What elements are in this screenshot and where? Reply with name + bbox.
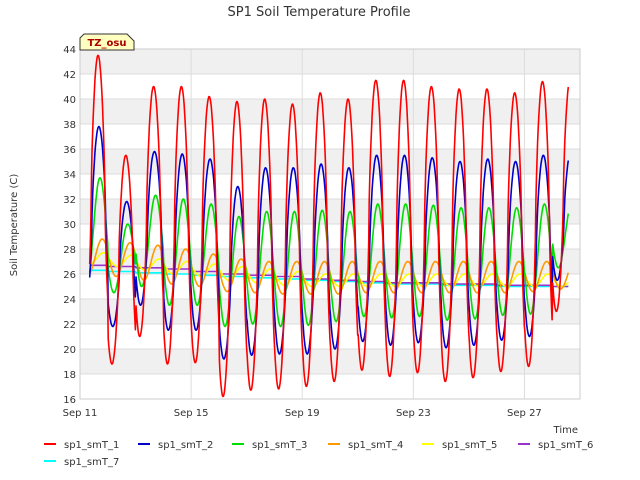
y-tick-label: 26 (63, 270, 76, 281)
series-line-sp1-smT-1 (88, 54, 570, 398)
legend-item: sp1_smT_6 (518, 440, 593, 451)
y-tick-label: 30 (63, 220, 76, 231)
y-tick-label: 32 (63, 195, 76, 206)
plot-band (80, 99, 580, 124)
y-tick-label: 36 (63, 145, 76, 156)
y-tick-label: 20 (63, 345, 76, 356)
y-tick-label: 42 (63, 70, 76, 81)
plot-area (79, 48, 581, 400)
plot-band (80, 149, 580, 174)
series-line-sp1-smT-2 (88, 125, 570, 360)
y-tick-label: 28 (63, 245, 76, 256)
chart-title: SP1 Soil Temperature Profile (228, 5, 411, 20)
legend: sp1_smT_1 sp1_smT_2 sp1_smT_3 sp1_smT_4 sp1_… (44, 440, 593, 468)
y-tick-label: 44 (63, 45, 76, 56)
legend-label: sp1_smT_7 (64, 457, 119, 468)
y-tick-label: 24 (63, 295, 76, 306)
annotation-label: TZ_osu (87, 38, 126, 49)
legend-item: sp1_smT_3 (232, 440, 307, 451)
legend-label: sp1_smT_5 (442, 440, 497, 451)
legend-label: sp1_smT_3 (252, 440, 307, 451)
plot-band (80, 349, 580, 374)
series-lines (88, 54, 570, 398)
legend-label: sp1_smT_4 (348, 440, 403, 451)
y-tick-label: 18 (63, 370, 76, 381)
plot-band (80, 199, 580, 224)
legend-label: sp1_smT_1 (64, 440, 119, 451)
x-tick-label: Sep 19 (285, 408, 320, 419)
y-tick-label: 38 (63, 120, 76, 131)
plot-band (80, 49, 580, 74)
legend-item: sp1_smT_2 (138, 440, 213, 451)
x-tick-label: Sep 11 (63, 408, 98, 419)
legend-item: sp1_smT_1 (44, 440, 119, 451)
y-tick-label: 34 (63, 170, 76, 181)
legend-label: sp1_smT_6 (538, 440, 593, 451)
x-tick-label: Sep 15 (174, 408, 209, 419)
annotation-box: TZ_osu (79, 33, 135, 51)
x-axis-ticks: Sep 11 Sep 15 Sep 19 Sep 23 Sep 27 (63, 408, 542, 419)
y-axis-ticks: 16 18 20 22 24 26 28 30 32 34 36 38 40 42 44 (63, 45, 76, 406)
y-tick-label: 16 (63, 395, 76, 406)
legend-item: sp1_smT_7 (44, 457, 119, 468)
legend-item: sp1_smT_5 (422, 440, 497, 451)
legend-item: sp1_smT_4 (328, 440, 403, 451)
y-axis-label: Soil Temperature (C) (9, 174, 20, 277)
x-tick-label: Sep 27 (507, 408, 542, 419)
series-line-sp1-smT-3 (88, 177, 570, 328)
y-tick-label: 40 (63, 95, 76, 106)
x-tick-label: Sep 23 (396, 408, 431, 419)
y-tick-label: 22 (63, 320, 76, 331)
x-axis-label: Time (553, 425, 578, 436)
legend-label: sp1_smT_2 (158, 440, 213, 451)
